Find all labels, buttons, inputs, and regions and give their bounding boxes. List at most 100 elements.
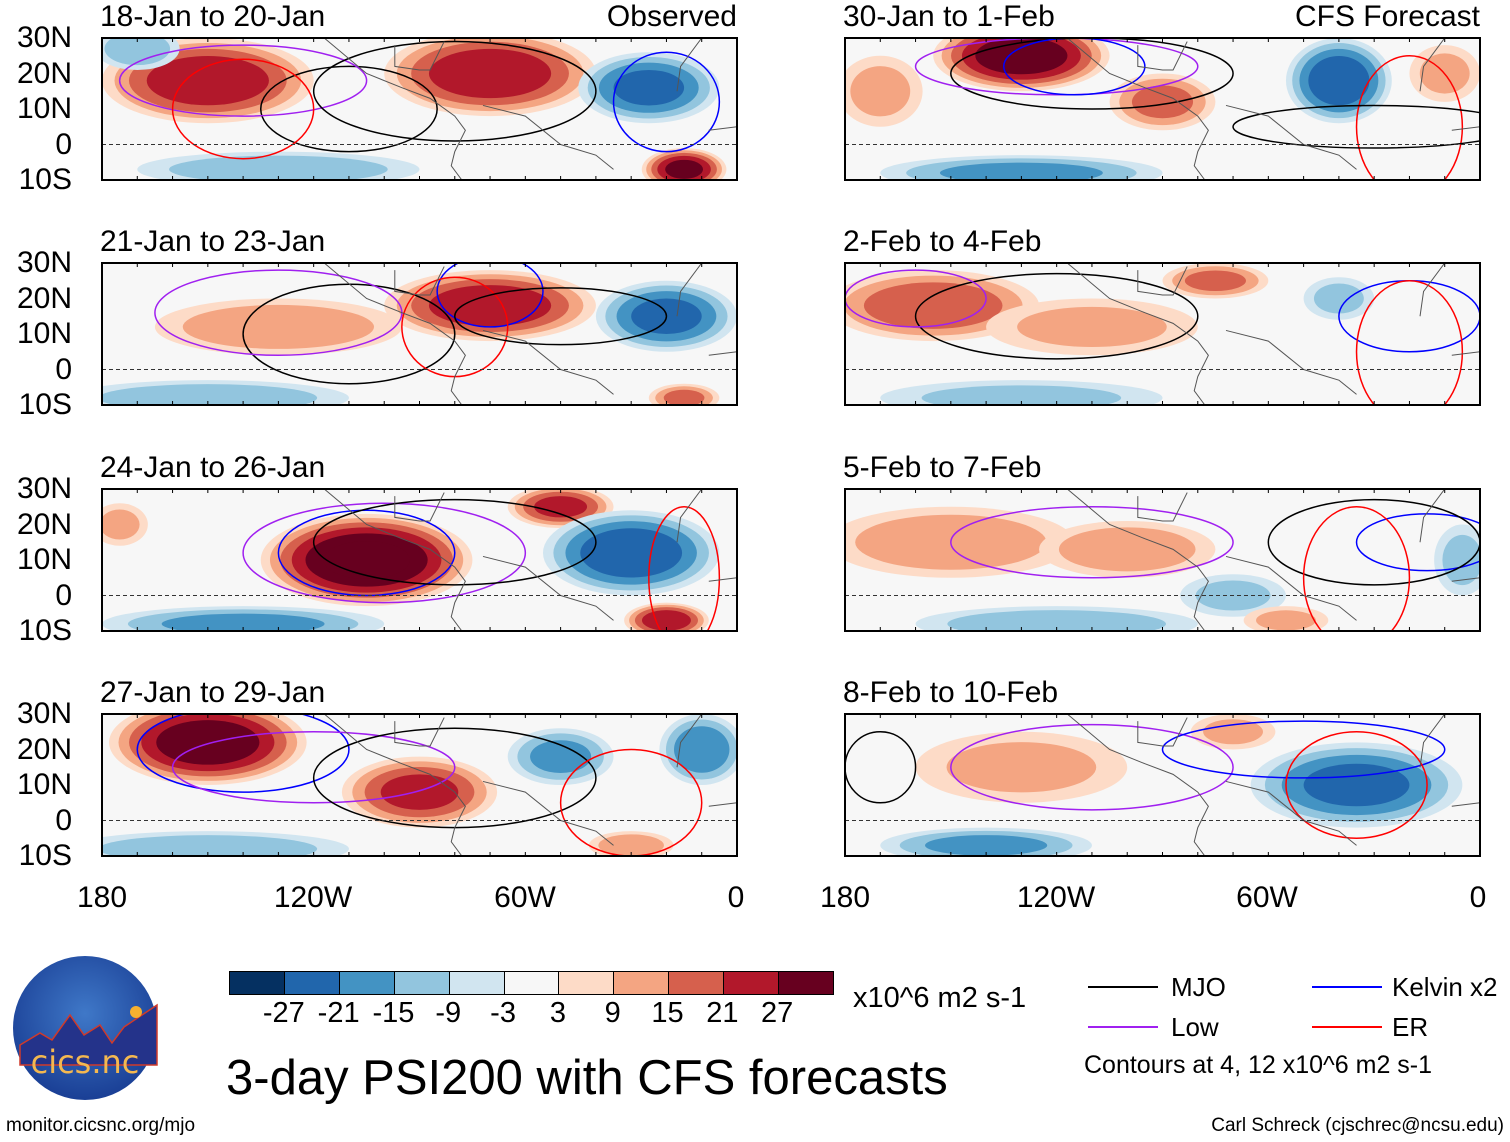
- colorbar-label: 3: [549, 997, 566, 1029]
- mjo-contour: [312, 498, 597, 586]
- low-contour: [845, 269, 987, 328]
- colorbar-label: -9: [435, 997, 462, 1029]
- lat-label: 10S: [18, 388, 72, 421]
- anomaly-shading: [580, 528, 683, 578]
- colorbar-swatch: [339, 972, 395, 994]
- footer-credit: Carl Schreck (cjschrec@ncsu.edu): [1211, 1115, 1504, 1136]
- lon-label: 120W: [273, 881, 353, 914]
- mjo-contour: [950, 38, 1234, 110]
- lon-label: 60W: [1236, 881, 1298, 914]
- map-panel: [844, 713, 1481, 857]
- anomaly-shading: [182, 304, 375, 349]
- mjo-contour: [454, 287, 668, 346]
- legend-low-line: [1088, 1026, 1158, 1028]
- footer-url[interactable]: monitor.cicsnc.org/mjo: [6, 1115, 196, 1136]
- panel-title: 24-Jan to 26-Jan: [100, 451, 326, 484]
- anomaly-shading: [102, 384, 318, 405]
- anomaly-shading: [1308, 56, 1370, 106]
- legend-mjo: MJO: [1171, 972, 1226, 1002]
- lat-label: 10N: [16, 768, 72, 801]
- lat-label: 0: [55, 578, 72, 612]
- kelvin-contour: [436, 263, 544, 328]
- panel-tag: CFS Forecast: [1294, 0, 1480, 33]
- anomaly-shading: [921, 385, 1122, 405]
- colorbar-swatch: [284, 972, 340, 994]
- colorbar-units: x10^6 m2 s-1: [853, 982, 1027, 1014]
- er-contour: [1355, 55, 1464, 180]
- colorbar-swatch: [230, 972, 285, 994]
- anomaly-shading: [102, 835, 318, 856]
- colorbar-swatch: [724, 972, 780, 994]
- anomaly-shading: [613, 69, 685, 106]
- er-contour: [171, 58, 315, 160]
- colorbar-label: -15: [372, 997, 415, 1029]
- contour-note: Contours at 4, 12 x10^6 m2 s-1: [1084, 1051, 1433, 1079]
- map-panel: [101, 262, 738, 406]
- lon-label: 180: [819, 881, 871, 914]
- map-panel: [844, 262, 1481, 406]
- lat-label: 0: [55, 803, 72, 837]
- colorbar-swatch: [614, 972, 670, 994]
- legend-mjo-line: [1088, 986, 1158, 988]
- anomaly-shading: [102, 509, 140, 540]
- kelvin-contour: [277, 509, 456, 597]
- anomaly-shading: [598, 834, 664, 856]
- lat-label: 10N: [16, 317, 72, 350]
- legend-er: ER: [1392, 1012, 1429, 1042]
- anomaly-shading: [104, 38, 171, 66]
- anomaly-shading: [674, 726, 730, 773]
- lon-label: 120W: [1016, 881, 1096, 914]
- colorbar-label: -21: [317, 997, 360, 1029]
- panel-tag: Observed: [606, 0, 737, 33]
- mjo-contour: [1267, 498, 1480, 586]
- panel-title: 18-Jan to 20-Jan: [100, 0, 326, 33]
- lon-label: 0: [1469, 881, 1487, 914]
- mjo-contour: [1232, 104, 1480, 149]
- colorbar-swatch: [504, 972, 560, 994]
- low-contour: [914, 38, 1199, 96]
- low-contour: [950, 506, 1234, 579]
- anomaly-shading: [1058, 527, 1196, 572]
- anomaly-shading: [947, 610, 1166, 631]
- anomaly-shading: [1131, 85, 1194, 119]
- lon-label: 180: [76, 881, 128, 914]
- anomaly-shading: [146, 56, 269, 106]
- lat-label: 10S: [18, 614, 72, 647]
- colorbar-swatch: [559, 972, 615, 994]
- colorbar-swatch: [779, 972, 833, 994]
- colorbar: [229, 971, 834, 995]
- kelvin-contour: [136, 714, 350, 793]
- anomaly-shading: [1313, 283, 1364, 314]
- mjo-contour: [845, 731, 917, 804]
- cicsnc-logo: cics.nc: [13, 956, 158, 1100]
- map-panel: [844, 488, 1481, 632]
- legend-kelvin-line: [1312, 986, 1382, 988]
- map-panel: [844, 37, 1481, 181]
- colorbar-swatch: [449, 972, 505, 994]
- colorbar-label: -27: [262, 997, 305, 1029]
- map-panel: [101, 37, 738, 181]
- mjo-contour: [260, 65, 438, 153]
- anomaly-shading: [1303, 763, 1410, 807]
- kelvin-contour: [1161, 720, 1446, 779]
- er-contour: [559, 748, 703, 856]
- colorbar-label: 27: [761, 997, 794, 1029]
- anomaly-shading: [156, 720, 260, 765]
- anomaly-shading: [530, 740, 592, 773]
- panel-title: 5-Feb to 7-Feb: [843, 451, 1042, 484]
- lat-label: 30N: [16, 21, 72, 54]
- svg-text:cics.nc: cics.nc: [31, 1043, 140, 1081]
- anomaly-shading: [946, 742, 1097, 793]
- anomaly-shading: [534, 496, 588, 518]
- low-contour: [118, 44, 368, 117]
- legend-er-line: [1312, 1026, 1382, 1028]
- legend-low: Low: [1171, 1012, 1219, 1042]
- lat-label: 30N: [16, 472, 72, 505]
- colorbar-swatch: [669, 972, 725, 994]
- anomaly-shading: [161, 613, 325, 631]
- anomaly-shading: [665, 159, 704, 179]
- lat-label: 0: [55, 352, 72, 386]
- lat-label: 20N: [16, 507, 72, 541]
- anomaly-shading: [850, 66, 911, 117]
